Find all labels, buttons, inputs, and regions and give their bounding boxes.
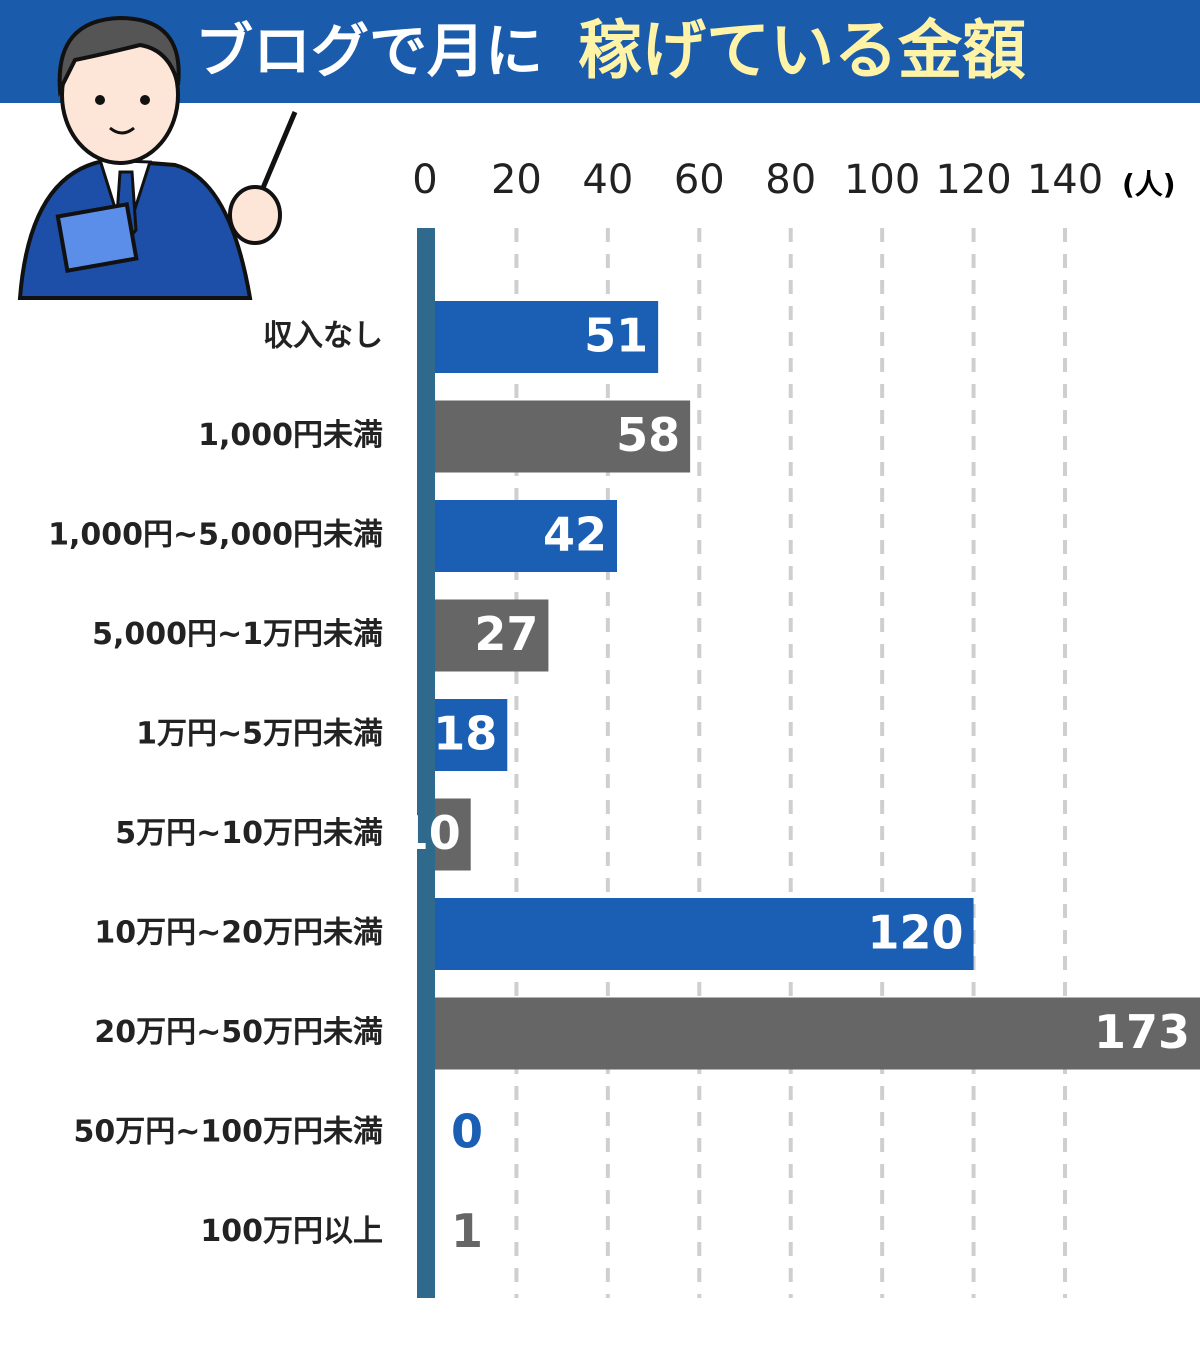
bar [435, 699, 508, 771]
value-label: 18 [433, 707, 497, 761]
category-label: 1万円~5万円未満 [136, 717, 383, 752]
presenter-illustration [17, 15, 298, 300]
x-unit: (人) [1122, 168, 1176, 201]
category-label: 5万円~10万円未満 [115, 816, 383, 851]
category-label: 20万円~50万円未満 [94, 1015, 383, 1050]
x-tick-label: 80 [765, 157, 816, 203]
category-label: 収入なし [263, 319, 383, 354]
bar [435, 301, 659, 373]
category-label: 5,000円~1万円未満 [92, 617, 383, 652]
value-label: 0 [451, 1105, 483, 1159]
bar [435, 400, 691, 473]
axis-bar [417, 228, 435, 1298]
x-tick-label: 20 [491, 157, 542, 203]
x-tick-label: 0 [412, 157, 437, 203]
x-tick-label: 120 [935, 157, 1011, 203]
x-tick-label: 140 [1027, 157, 1103, 203]
category-label: 1,000円~5,000円未満 [48, 518, 383, 553]
chart-title-highlight: 稼げている金額 [578, 15, 1026, 89]
chart-title: ブログで月に [195, 17, 543, 85]
category-label: 10万円~20万円未満 [94, 916, 383, 951]
value-label: 10 [397, 806, 461, 860]
value-label: 1 [451, 1204, 483, 1258]
bar [435, 798, 471, 871]
bar [435, 500, 617, 572]
category-label: 1,000円未満 [198, 418, 383, 453]
value-label: 120 [868, 906, 964, 960]
value-label: 42 [543, 508, 607, 562]
x-tick-label: 60 [674, 157, 725, 203]
header-band [0, 0, 1200, 103]
bar [435, 997, 1200, 1070]
category-label: 50万円~100万円未満 [73, 1115, 383, 1150]
x-tick-label: 100 [844, 157, 920, 203]
value-label: 173 [1094, 1005, 1190, 1059]
bar [435, 599, 549, 672]
category-label: 100万円以上 [200, 1214, 383, 1249]
value-label: 58 [616, 408, 680, 462]
value-label: 27 [474, 607, 538, 661]
bar [435, 898, 974, 970]
x-tick-label: 40 [582, 157, 633, 203]
value-label: 51 [584, 309, 648, 363]
